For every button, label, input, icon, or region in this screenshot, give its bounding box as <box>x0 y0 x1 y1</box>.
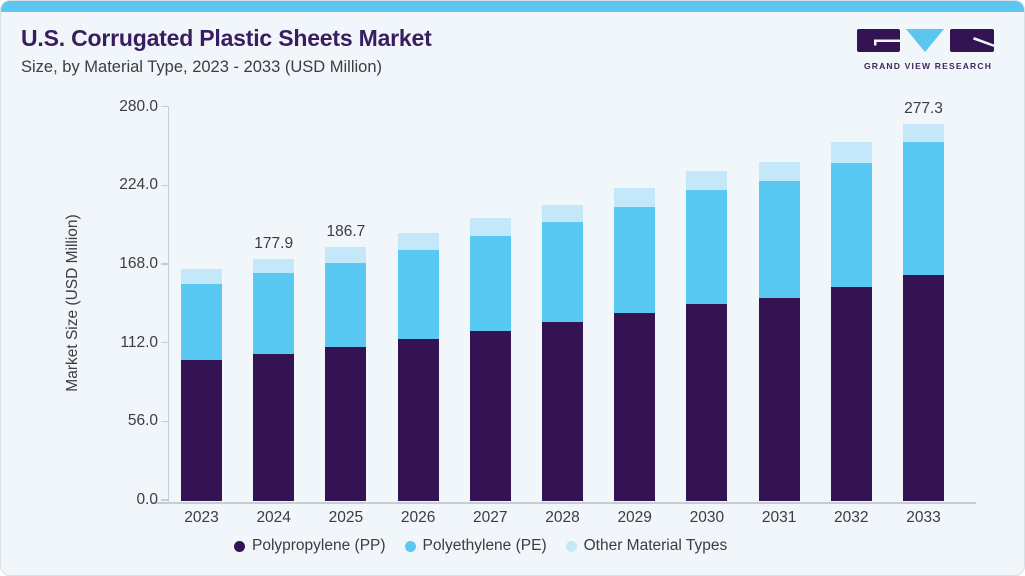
x-axis-label: 2025 <box>328 509 364 526</box>
y-axis-title: Market Size (USD Million) <box>64 214 81 392</box>
bar-segment-2024 <box>253 354 295 501</box>
bar-value-label: 277.3 <box>904 99 943 117</box>
bar-segment-2029 <box>614 187 656 208</box>
bar-segment-2031 <box>758 181 800 299</box>
legend-label: Other Material Types <box>583 537 728 554</box>
legend-item: Polyethylene (PE) <box>404 537 547 555</box>
bar-segment-2029 <box>614 207 656 314</box>
y-tick-label: 168.0 <box>119 254 158 272</box>
bar-segment-2030 <box>686 303 728 501</box>
legend-label: Polypropylene (PP) <box>252 537 386 554</box>
accent-top-bar <box>1 1 1024 12</box>
bar-value-label: 186.7 <box>326 223 366 241</box>
legend-swatch-icon <box>565 540 577 552</box>
y-tick-mark <box>160 263 169 265</box>
page-title: U.S. Corrugated Plastic Sheets Market <box>21 25 432 51</box>
bar-segment-2032 <box>830 162 872 288</box>
y-tick-label: 56.0 <box>127 412 158 430</box>
bar-segment-2033 <box>903 141 944 275</box>
bar-segment-2033 <box>903 123 944 142</box>
x-axis-label: 2028 <box>545 509 580 526</box>
bar-segment-2032 <box>830 141 872 163</box>
bar-segment-2028 <box>542 222 583 323</box>
y-tick-label: 112.0 <box>120 333 158 351</box>
bar-segment-2027 <box>469 330 511 501</box>
bar-segment-2027 <box>469 218 511 237</box>
bar-segment-2026 <box>397 339 439 501</box>
legend-item: Polypropylene (PP) <box>234 537 386 555</box>
bar-segment-2025 <box>325 346 367 501</box>
x-axis-label: 2029 <box>617 509 652 526</box>
bar-segment-2027 <box>469 236 511 331</box>
bar-segment-2028 <box>542 204 583 223</box>
x-axis-label: 2023 <box>184 509 219 526</box>
legend-swatch-icon <box>404 540 416 552</box>
bar-segment-2023 <box>181 284 222 361</box>
brand-logo: GRAND VIEW RESEARCH <box>857 29 999 71</box>
brand-logo-text: GRAND VIEW RESEARCH <box>863 61 993 71</box>
bar-segment-2033 <box>903 274 944 501</box>
bar-segment-2023 <box>181 360 222 501</box>
x-axis-label: 2033 <box>906 509 941 526</box>
chart-legend: Polypropylene (PP) Polyethylene (PE) Other… <box>234 537 727 555</box>
y-tick-label: 280.0 <box>119 97 158 115</box>
legend-item: Other Material Types <box>565 537 728 555</box>
bar-segment-2024 <box>253 273 295 355</box>
x-axis-label: 2026 <box>400 509 436 526</box>
y-tick-mark <box>160 184 169 187</box>
logo-v-icon <box>906 29 944 57</box>
x-axis-label: 2030 <box>689 509 725 526</box>
bar-value-label: 177.9 <box>254 235 294 253</box>
brand-logo-icons <box>857 29 999 57</box>
bar-segment-2030 <box>686 189 728 304</box>
x-axis-label: 2024 <box>256 509 291 526</box>
bar-segment-2025 <box>325 262 367 347</box>
x-axis-label: 2031 <box>761 509 797 526</box>
y-tick-mark <box>160 341 169 344</box>
bar-segment-2028 <box>542 322 583 501</box>
y-tick-mark <box>160 499 169 501</box>
y-axis-line <box>167 107 169 503</box>
x-axis-line <box>151 502 976 504</box>
bar-segment-2029 <box>614 313 656 501</box>
bar-segment-2026 <box>397 250 439 340</box>
bar-segment-2031 <box>758 298 800 501</box>
bar-segment-2031 <box>758 161 800 182</box>
bar-segment-2023 <box>181 269 222 285</box>
x-axis-label: 2032 <box>834 509 869 526</box>
bar-segment-2024 <box>253 259 295 274</box>
bar-segment-2032 <box>830 287 872 501</box>
bar-segment-2030 <box>686 171 728 190</box>
x-axis-label: 2027 <box>473 509 508 526</box>
bar-segment-2025 <box>325 247 367 263</box>
y-tick-label: 224.0 <box>119 176 158 194</box>
y-tick-label: 0.0 <box>136 491 158 508</box>
y-tick-mark <box>160 420 169 423</box>
y-tick-mark <box>160 105 169 108</box>
logo-g-icon <box>857 29 900 57</box>
legend-label: Polyethylene (PE) <box>422 537 547 554</box>
logo-r-icon <box>950 29 994 57</box>
legend-swatch-icon <box>234 540 245 552</box>
bar-segment-2026 <box>397 232 439 251</box>
page-subtitle: Size, by Material Type, 2023 - 2033 (USD… <box>21 58 383 76</box>
